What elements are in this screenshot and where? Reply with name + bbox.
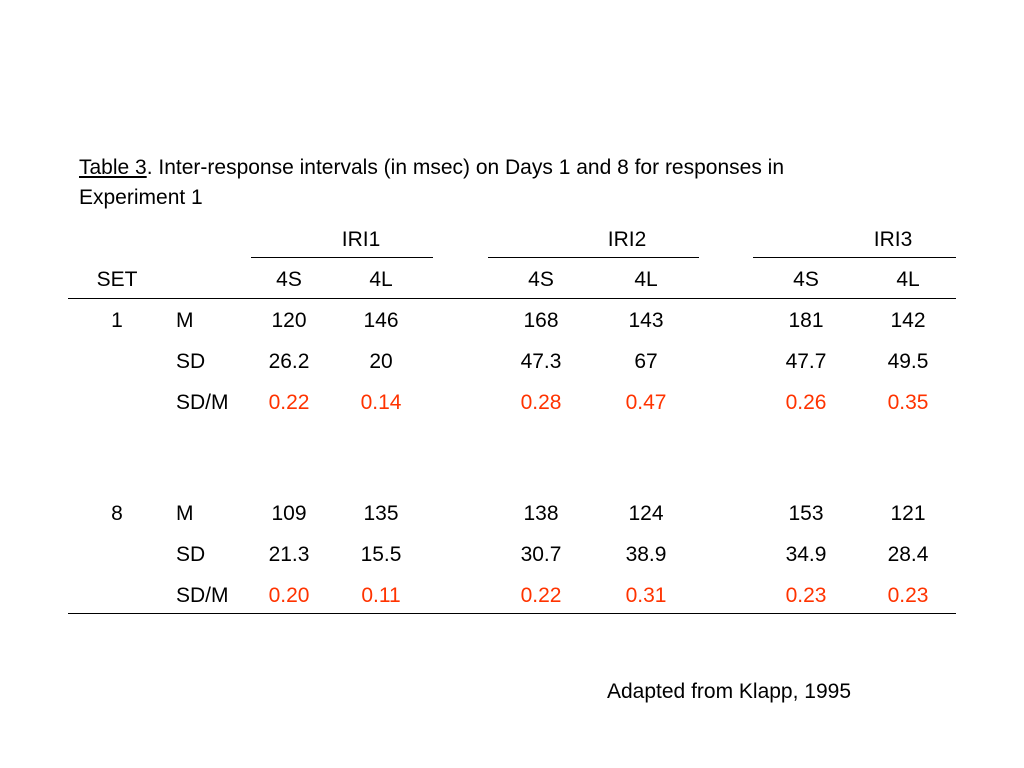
value-cell: 138	[523, 502, 559, 525]
value-cell: 181	[788, 309, 824, 332]
sub-header-iri3-4s: 4S	[793, 268, 819, 291]
value-cell: 0.28	[520, 391, 562, 414]
value-cell: 0.23	[785, 584, 827, 607]
sub-header-iri3-4l: 4L	[896, 268, 920, 291]
source-citation: Adapted from Klapp, 1995	[607, 680, 852, 703]
table-caption: Table 3. Inter-response intervals (in ms…	[79, 153, 839, 213]
sub-header-iri1-4s: 4S	[276, 268, 302, 291]
group-rule-iri3	[753, 257, 956, 258]
value-cell: 47.3	[520, 350, 562, 373]
stat-cell: M	[176, 309, 194, 332]
stat-cell: M	[176, 502, 194, 525]
value-cell: 0.47	[625, 391, 667, 414]
table-label: Table 3	[79, 156, 147, 179]
value-cell: 0.20	[268, 584, 310, 607]
group-header-iri2: IRI2	[607, 228, 647, 251]
value-cell: 121	[890, 502, 926, 525]
value-cell: 143	[628, 309, 664, 332]
value-cell: 34.9	[785, 543, 827, 566]
value-cell: 15.5	[360, 543, 402, 566]
value-cell: 142	[890, 309, 926, 332]
value-cell: 124	[628, 502, 664, 525]
group-header-iri1: IRI1	[341, 228, 381, 251]
value-cell: 20	[369, 350, 393, 373]
value-cell: 153	[788, 502, 824, 525]
value-cell: 67	[634, 350, 658, 373]
value-cell: 49.5	[887, 350, 929, 373]
value-cell: 0.35	[887, 391, 929, 414]
set-column-header: SET	[96, 268, 138, 291]
value-cell: 0.14	[360, 391, 402, 414]
value-cell: 38.9	[625, 543, 667, 566]
group-rule-iri2	[488, 257, 699, 258]
value-cell: 26.2	[268, 350, 310, 373]
value-cell: 135	[363, 502, 399, 525]
value-cell: 30.7	[520, 543, 562, 566]
sub-header-iri1-4l: 4L	[369, 268, 393, 291]
group-rule-iri1	[251, 257, 433, 258]
table-caption-text: . Inter-response intervals (in msec) on …	[79, 156, 785, 209]
stat-cell: SD/M	[176, 391, 229, 414]
value-cell: 0.11	[361, 584, 401, 607]
value-cell: 168	[523, 309, 559, 332]
value-cell: 0.23	[887, 584, 929, 607]
set-cell: 8	[111, 502, 123, 525]
value-cell: 0.26	[785, 391, 827, 414]
value-cell: 0.22	[268, 391, 310, 414]
group-header-iri3: IRI3	[873, 228, 913, 251]
table-bottom-rule	[68, 613, 956, 614]
stat-cell: SD	[176, 350, 206, 373]
value-cell: 0.22	[520, 584, 562, 607]
value-cell: 0.31	[625, 584, 667, 607]
value-cell: 47.7	[785, 350, 827, 373]
stat-cell: SD/M	[176, 584, 229, 607]
sub-header-iri2-4s: 4S	[528, 268, 554, 291]
value-cell: 21.3	[268, 543, 310, 566]
header-rule	[68, 298, 956, 299]
value-cell: 28.4	[887, 543, 929, 566]
value-cell: 120	[271, 309, 307, 332]
stat-cell: SD	[176, 543, 206, 566]
value-cell: 109	[271, 502, 307, 525]
value-cell: 146	[363, 309, 399, 332]
sub-header-iri2-4l: 4L	[634, 268, 658, 291]
set-cell: 1	[111, 309, 123, 332]
